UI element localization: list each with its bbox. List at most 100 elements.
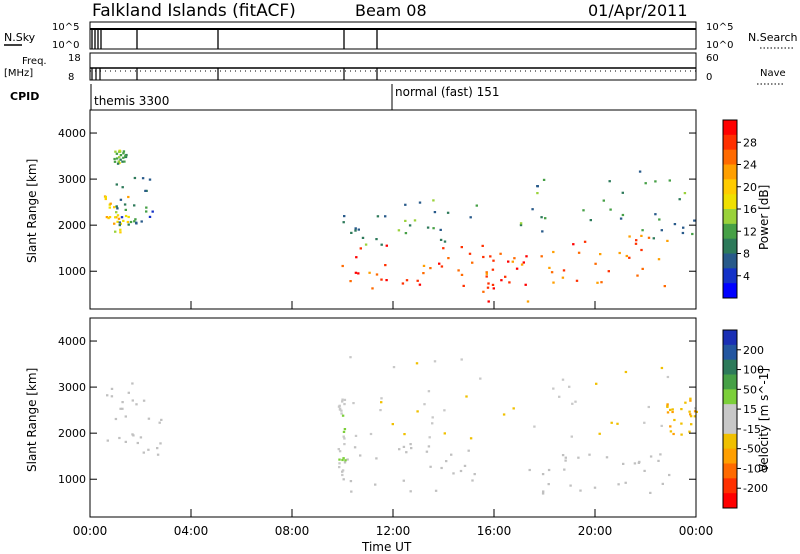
data-cell — [577, 251, 581, 254]
data-cell — [657, 258, 661, 261]
data-cell — [338, 466, 341, 469]
data-cell — [479, 377, 482, 380]
velocity-colorbar-label: Velocity [m s^-1] — [757, 368, 771, 472]
data-cell — [115, 152, 119, 155]
colorbar-swatch — [723, 389, 737, 405]
data-cell — [635, 239, 638, 242]
data-cell — [618, 251, 621, 255]
data-cell — [520, 263, 524, 266]
data-cell — [410, 447, 413, 450]
data-cell — [423, 403, 426, 406]
data-cell — [609, 208, 612, 211]
data-cell — [547, 483, 550, 486]
data-cell — [148, 178, 152, 181]
data-cell — [507, 260, 510, 263]
data-cell — [343, 398, 347, 401]
data-cell — [159, 442, 162, 445]
data-cell — [693, 219, 696, 222]
data-cell — [106, 394, 109, 397]
nsky-tick-top: 10^5 — [52, 22, 79, 33]
data-cell — [384, 215, 387, 218]
data-cell — [113, 157, 116, 161]
data-cell — [416, 279, 419, 282]
data-cell — [122, 219, 125, 222]
data-cell — [364, 243, 368, 246]
data-cell — [357, 272, 360, 275]
freq-tick-top: 18 — [68, 53, 81, 64]
data-cell — [621, 213, 625, 217]
data-cell — [445, 460, 448, 463]
data-cell — [542, 490, 545, 493]
data-cell — [114, 150, 117, 153]
data-cell — [404, 203, 407, 206]
data-cell — [124, 154, 127, 157]
data-cell — [525, 255, 528, 258]
data-cell — [346, 458, 349, 461]
data-cell — [119, 154, 123, 157]
data-cell — [136, 441, 139, 445]
data-cell — [402, 445, 406, 448]
data-cell — [342, 430, 346, 433]
data-cell — [489, 255, 492, 258]
colorbar-swatch — [723, 179, 737, 195]
nsearch-tick-top: 10^5 — [706, 22, 733, 33]
colorbar-swatch — [723, 268, 737, 284]
nave-tick-top: 60 — [706, 53, 719, 64]
data-cell — [127, 223, 130, 226]
data-cell — [116, 220, 119, 223]
data-cell — [429, 465, 432, 468]
data-cell — [660, 366, 664, 370]
data-cell — [434, 489, 438, 492]
velocity-data-cells — [106, 356, 698, 495]
data-cell — [371, 287, 374, 290]
power-data-cells — [103, 149, 696, 303]
data-cell — [485, 275, 488, 278]
data-cell — [487, 300, 490, 303]
data-cell — [405, 279, 409, 282]
data-cell — [429, 267, 432, 270]
ytick-label: 1000 — [58, 473, 86, 486]
data-cell — [491, 283, 495, 286]
data-cell — [126, 220, 130, 224]
data-cell — [443, 432, 446, 435]
data-cell — [118, 221, 121, 224]
data-cell — [610, 421, 613, 424]
data-cell — [385, 244, 388, 247]
data-cell — [579, 489, 582, 492]
xtick-label: 00:00 — [679, 524, 714, 538]
data-cell — [593, 486, 597, 489]
data-cell — [457, 269, 460, 272]
data-cell — [608, 180, 611, 183]
data-cell — [384, 264, 387, 267]
data-cell — [542, 178, 546, 181]
colorbar-swatch — [723, 419, 737, 435]
data-cell — [121, 186, 124, 189]
data-cell — [355, 256, 358, 259]
data-cell — [482, 255, 485, 259]
data-cell — [127, 215, 130, 219]
data-cell — [108, 216, 112, 219]
data-cell — [634, 242, 638, 245]
data-cell — [425, 450, 429, 453]
data-cell — [439, 238, 443, 241]
data-cell — [671, 410, 674, 414]
colorbar-swatch — [723, 120, 737, 136]
data-cell — [513, 257, 516, 260]
colorbar-swatch — [723, 238, 737, 254]
data-cell — [433, 360, 437, 363]
data-cell — [408, 224, 412, 227]
data-cell — [432, 227, 435, 230]
data-cell — [104, 197, 107, 201]
data-cell — [141, 177, 145, 180]
data-cell — [427, 390, 431, 393]
data-cell — [118, 156, 121, 159]
data-cell — [526, 300, 530, 303]
data-cell — [598, 432, 601, 435]
xtick-label: 12:00 — [376, 524, 411, 538]
colorbar-tick-label: -15 — [743, 423, 761, 436]
colorbar-swatch — [723, 209, 737, 225]
data-cell — [672, 432, 675, 436]
colorbar-tick-label: -50 — [743, 443, 761, 456]
data-cell — [666, 239, 669, 242]
